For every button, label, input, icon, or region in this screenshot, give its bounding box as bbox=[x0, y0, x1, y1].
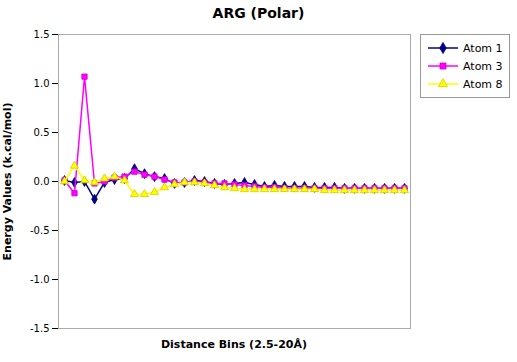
svg-text:-1.5: -1.5 bbox=[30, 323, 50, 334]
svg-text:Energy Values (k.cal/mol): Energy Values (k.cal/mol) bbox=[1, 103, 14, 261]
svg-text:1.5: 1.5 bbox=[34, 29, 50, 40]
html-text:Atom 1: Atom 1 bbox=[463, 41, 503, 55]
html-text:ARG (Polar): ARG (Polar) bbox=[212, 5, 305, 21]
svg-text:1.0: 1.0 bbox=[34, 78, 50, 89]
html-text:Distance Bins (2.5-20Å): Distance Bins (2.5-20Å) bbox=[161, 338, 307, 351]
html-text:Atom 3: Atom 3 bbox=[463, 59, 503, 73]
svg-text:0.5: 0.5 bbox=[34, 127, 50, 138]
svg-text:-1.0: -1.0 bbox=[30, 274, 50, 285]
svg-text:0.0: 0.0 bbox=[34, 176, 50, 187]
html-text:Atom 8: Atom 8 bbox=[463, 77, 503, 91]
svg-text:-0.5: -0.5 bbox=[30, 225, 50, 236]
